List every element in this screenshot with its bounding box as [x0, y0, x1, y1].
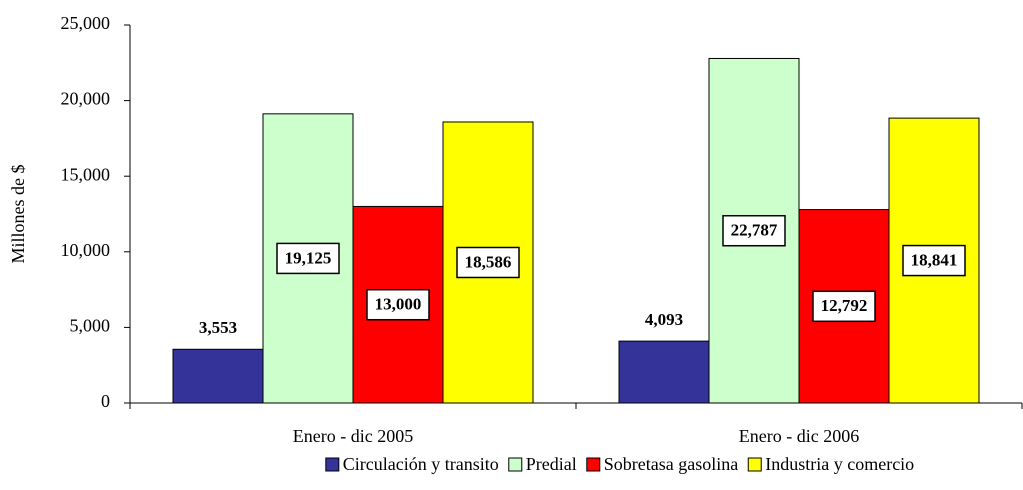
data-label: 18,841 — [911, 250, 958, 269]
legend-swatch — [747, 457, 762, 472]
data-label-box — [722, 214, 786, 247]
y-tick-label: 5,000 — [70, 316, 111, 336]
y-tick-label: 10,000 — [61, 240, 111, 260]
legend-label: Industria y comercio — [765, 454, 914, 474]
data-label: 4,093 — [645, 310, 683, 329]
y-axis-label: Millones de $ — [8, 165, 28, 264]
data-label: 19,125 — [285, 248, 332, 267]
legend-swatch — [325, 457, 340, 472]
legend-label: Predial — [526, 454, 577, 474]
data-label: 18,586 — [465, 252, 512, 271]
bar — [618, 340, 710, 404]
data-label: 3,553 — [199, 318, 237, 337]
bar — [172, 348, 264, 404]
x-tick-label: Enero - dic 2006 — [739, 426, 859, 446]
data-label-box — [812, 290, 876, 323]
data-label: 22,787 — [731, 221, 778, 240]
data-label-box — [366, 288, 430, 321]
legend-label: Circulación y transito — [343, 454, 499, 474]
y-tick-label: 0 — [101, 391, 110, 411]
data-label-box — [456, 246, 520, 279]
data-label: 13,000 — [375, 295, 422, 314]
legend-swatch — [508, 457, 523, 472]
y-tick-label: 15,000 — [61, 164, 111, 184]
x-tick-label: Enero - dic 2005 — [293, 426, 413, 446]
data-label-box — [276, 242, 340, 275]
data-label: 12,792 — [821, 296, 868, 315]
legend-label: Sobretasa gasolina — [604, 454, 738, 474]
data-label-box — [902, 244, 966, 277]
legend-swatch — [586, 457, 601, 472]
y-tick-label: 20,000 — [61, 89, 111, 109]
y-tick-label: 25,000 — [61, 13, 111, 33]
